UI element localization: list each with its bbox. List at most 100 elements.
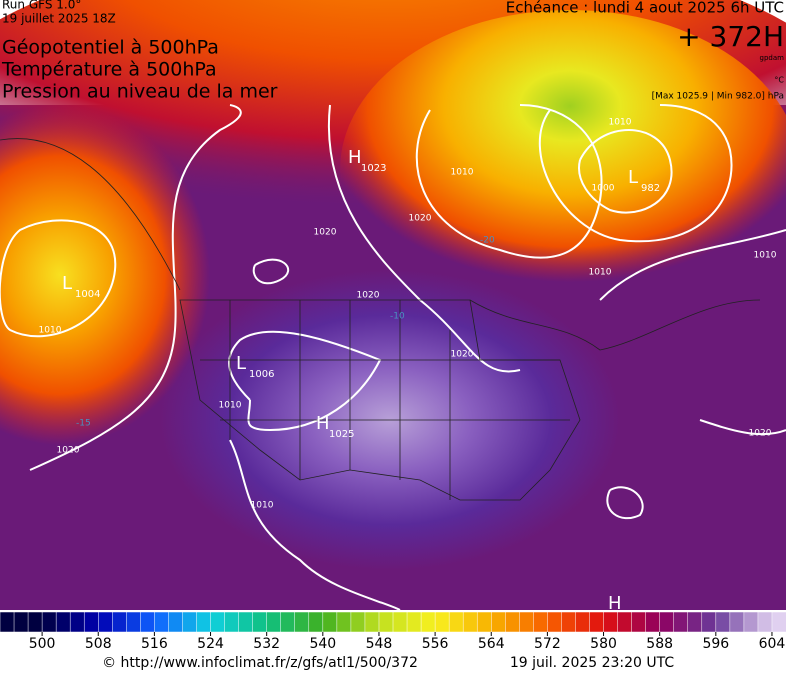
lead-time: + 372H: [677, 20, 784, 53]
colorbar-swatch: [533, 611, 549, 633]
colorbar-tick-label: 524: [197, 636, 224, 652]
colorbar-swatch: [154, 611, 170, 633]
colorbar-swatch: [196, 611, 212, 633]
colorbar-tick-label: 580: [590, 636, 617, 652]
pressure-center-value: 1004: [75, 289, 100, 300]
colorbar-swatch: [252, 611, 268, 633]
colorbar-swatch: [294, 611, 310, 633]
isobar-label: 1020: [357, 291, 380, 301]
colorbar-swatch: [729, 611, 745, 633]
colorbar-swatch: [589, 611, 605, 633]
isobar-label: 1000: [592, 184, 615, 194]
run-date: 19 juillet 2025 18Z: [2, 12, 116, 26]
colorbar-swatch: [575, 611, 591, 633]
footer-url: © http://www.infoclimat.fr/z/gfs/atl1/50…: [102, 655, 418, 671]
colorbar-swatch: [617, 611, 633, 633]
colorbar-tick-label: 532: [253, 636, 280, 652]
colorbar-swatch: [547, 611, 563, 633]
isobar-label: 1020: [314, 228, 337, 238]
colorbar-tick-label: 548: [366, 636, 393, 652]
pressure-center-letter: H: [348, 147, 362, 168]
unit-temp: °C: [774, 76, 784, 85]
colorbar-swatch: [631, 611, 647, 633]
colorbar-tick-label: 556: [422, 636, 449, 652]
colorbar-swatch: [69, 611, 85, 633]
pressure-center-value: 1006: [249, 369, 274, 380]
colorbar-swatch: [55, 611, 71, 633]
isobar-label: 1010: [219, 401, 242, 411]
colorbar-tick-label: 596: [702, 636, 729, 652]
colorbar-swatch: [182, 611, 198, 633]
colorbar-swatch: [13, 611, 29, 633]
colorbar-swatch: [83, 611, 100, 633]
colorbar-swatch: [280, 611, 296, 633]
colorbar-swatch: [266, 611, 282, 633]
title: Géopotentiel à 500hPa: [2, 37, 219, 59]
pressure-center-value: 1025: [329, 429, 354, 440]
isobar-label: 1010: [451, 168, 474, 178]
temperature-label: -10: [390, 312, 405, 322]
colorbar-swatch: [41, 611, 57, 633]
colorbar-swatch: [771, 611, 786, 633]
colorbar-swatch: [687, 611, 703, 633]
colorbar-swatch: [322, 611, 338, 633]
colorbar-swatch: [757, 611, 773, 633]
colorbar-swatch: [98, 611, 114, 633]
pressure-range: [Max 1025.9 | Min 982.0] hPa: [652, 92, 784, 102]
colorbar-swatch: [561, 611, 577, 633]
colorbar-swatch: [140, 611, 156, 633]
colorbar-tick-label: 588: [646, 636, 673, 652]
isobar-label: 1020: [409, 214, 432, 224]
colorbar-tick-label: 508: [85, 636, 112, 652]
colorbar-swatch: [420, 611, 436, 633]
colorbar-swatch: [238, 611, 254, 633]
map: [0, 0, 786, 611]
colorbar-swatch: [519, 611, 535, 633]
temperature-label: -15: [76, 419, 91, 429]
colorbar-swatch: [126, 611, 142, 633]
colorbar-swatch: [350, 611, 366, 633]
footer-timestamp: 19 juil. 2025 23:20 UTC: [510, 655, 675, 671]
colorbar-swatch: [743, 611, 759, 633]
colorbar-swatch: [210, 611, 226, 633]
colorbar-swatch: [673, 611, 689, 633]
colorbar-swatch: [336, 611, 352, 633]
colorbar-tick-label: 604: [759, 636, 786, 652]
colorbar-tick-label: 516: [141, 636, 168, 652]
colorbar-swatch: [27, 611, 43, 633]
pressure-center-letter: H: [316, 413, 330, 434]
pressure-center-value: 1023: [361, 163, 386, 174]
colorbar-tick-label: 540: [309, 636, 336, 652]
colorbar-swatch: [392, 611, 408, 633]
colorbar-tick-label: 500: [29, 636, 56, 652]
isobar-label: 1020: [57, 446, 80, 456]
isobar-label: 1020: [451, 350, 474, 360]
colorbar-swatch: [505, 611, 521, 633]
isobar-label: 1010: [589, 268, 612, 278]
colorbar-tick-label: 564: [478, 636, 505, 652]
colorbar-swatch: [603, 611, 619, 633]
colorbar-swatch: [308, 611, 324, 633]
colorbar-swatch: [448, 611, 464, 633]
colorbar-swatch: [406, 611, 422, 633]
colorbar-swatch: [715, 611, 731, 633]
colorbar-swatch: [168, 611, 184, 633]
colorbar-swatch: [476, 611, 493, 633]
pressure-center-letter: L: [236, 353, 246, 374]
colorbar-swatch: [701, 611, 717, 633]
isobar-label: 1010: [251, 501, 274, 511]
colorbar-swatch: [224, 611, 240, 633]
pressure-center-letter: L: [62, 273, 72, 294]
title: Pression au niveau de la mer: [2, 81, 278, 103]
pressure-center-value: 982: [641, 183, 660, 194]
unit-geo: gpdam: [760, 54, 785, 62]
isobar-label: 1010: [39, 326, 62, 336]
echeance: Echéance : lundi 4 aout 2025 6h UTC: [506, 0, 784, 17]
isobar-label: 1010: [754, 251, 777, 261]
colorbar-swatch: [434, 611, 450, 633]
pressure-center-letter: H: [608, 593, 622, 614]
isobar-label: 1020: [749, 429, 772, 439]
colorbar-swatch: [378, 611, 394, 633]
run-label: Run GFS 1.0°: [2, 0, 81, 12]
